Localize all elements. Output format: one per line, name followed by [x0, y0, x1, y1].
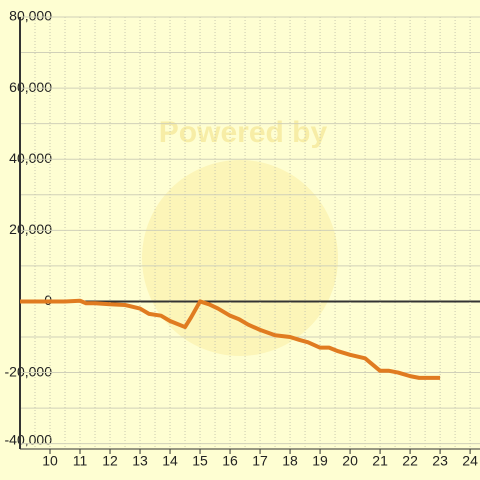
- watermark-logo: [142, 160, 338, 356]
- x-tick-label: 11: [73, 453, 88, 469]
- x-tick-label: 17: [252, 453, 268, 469]
- x-tick-label: 23: [432, 453, 448, 469]
- y-tick-label: 80,000: [9, 8, 52, 24]
- series-line: [20, 298, 441, 380]
- x-tick-label: 10: [42, 453, 58, 469]
- y-tick-label: -40,000: [5, 432, 53, 448]
- x-tick-label: 15: [192, 453, 208, 469]
- x-tick-label: 21: [372, 453, 388, 469]
- x-tick-label: 19: [312, 453, 328, 469]
- x-tick-label: 18: [282, 453, 298, 469]
- y-tick-label: 40,000: [9, 150, 52, 166]
- watermark: Powered by: [159, 116, 328, 149]
- x-tick-label: 13: [132, 453, 148, 469]
- x-tick-label: 24: [462, 453, 478, 469]
- y-tick-label: 60,000: [9, 79, 52, 95]
- y-tick-label: -20,000: [5, 363, 53, 379]
- x-tick-label: 16: [222, 453, 238, 469]
- x-tick-label: 20: [342, 453, 358, 469]
- x-tick-label: 12: [102, 453, 118, 469]
- y-tick-label: 20,000: [9, 221, 52, 237]
- x-tick-label: 22: [402, 453, 418, 469]
- x-tick-label: 14: [162, 453, 178, 469]
